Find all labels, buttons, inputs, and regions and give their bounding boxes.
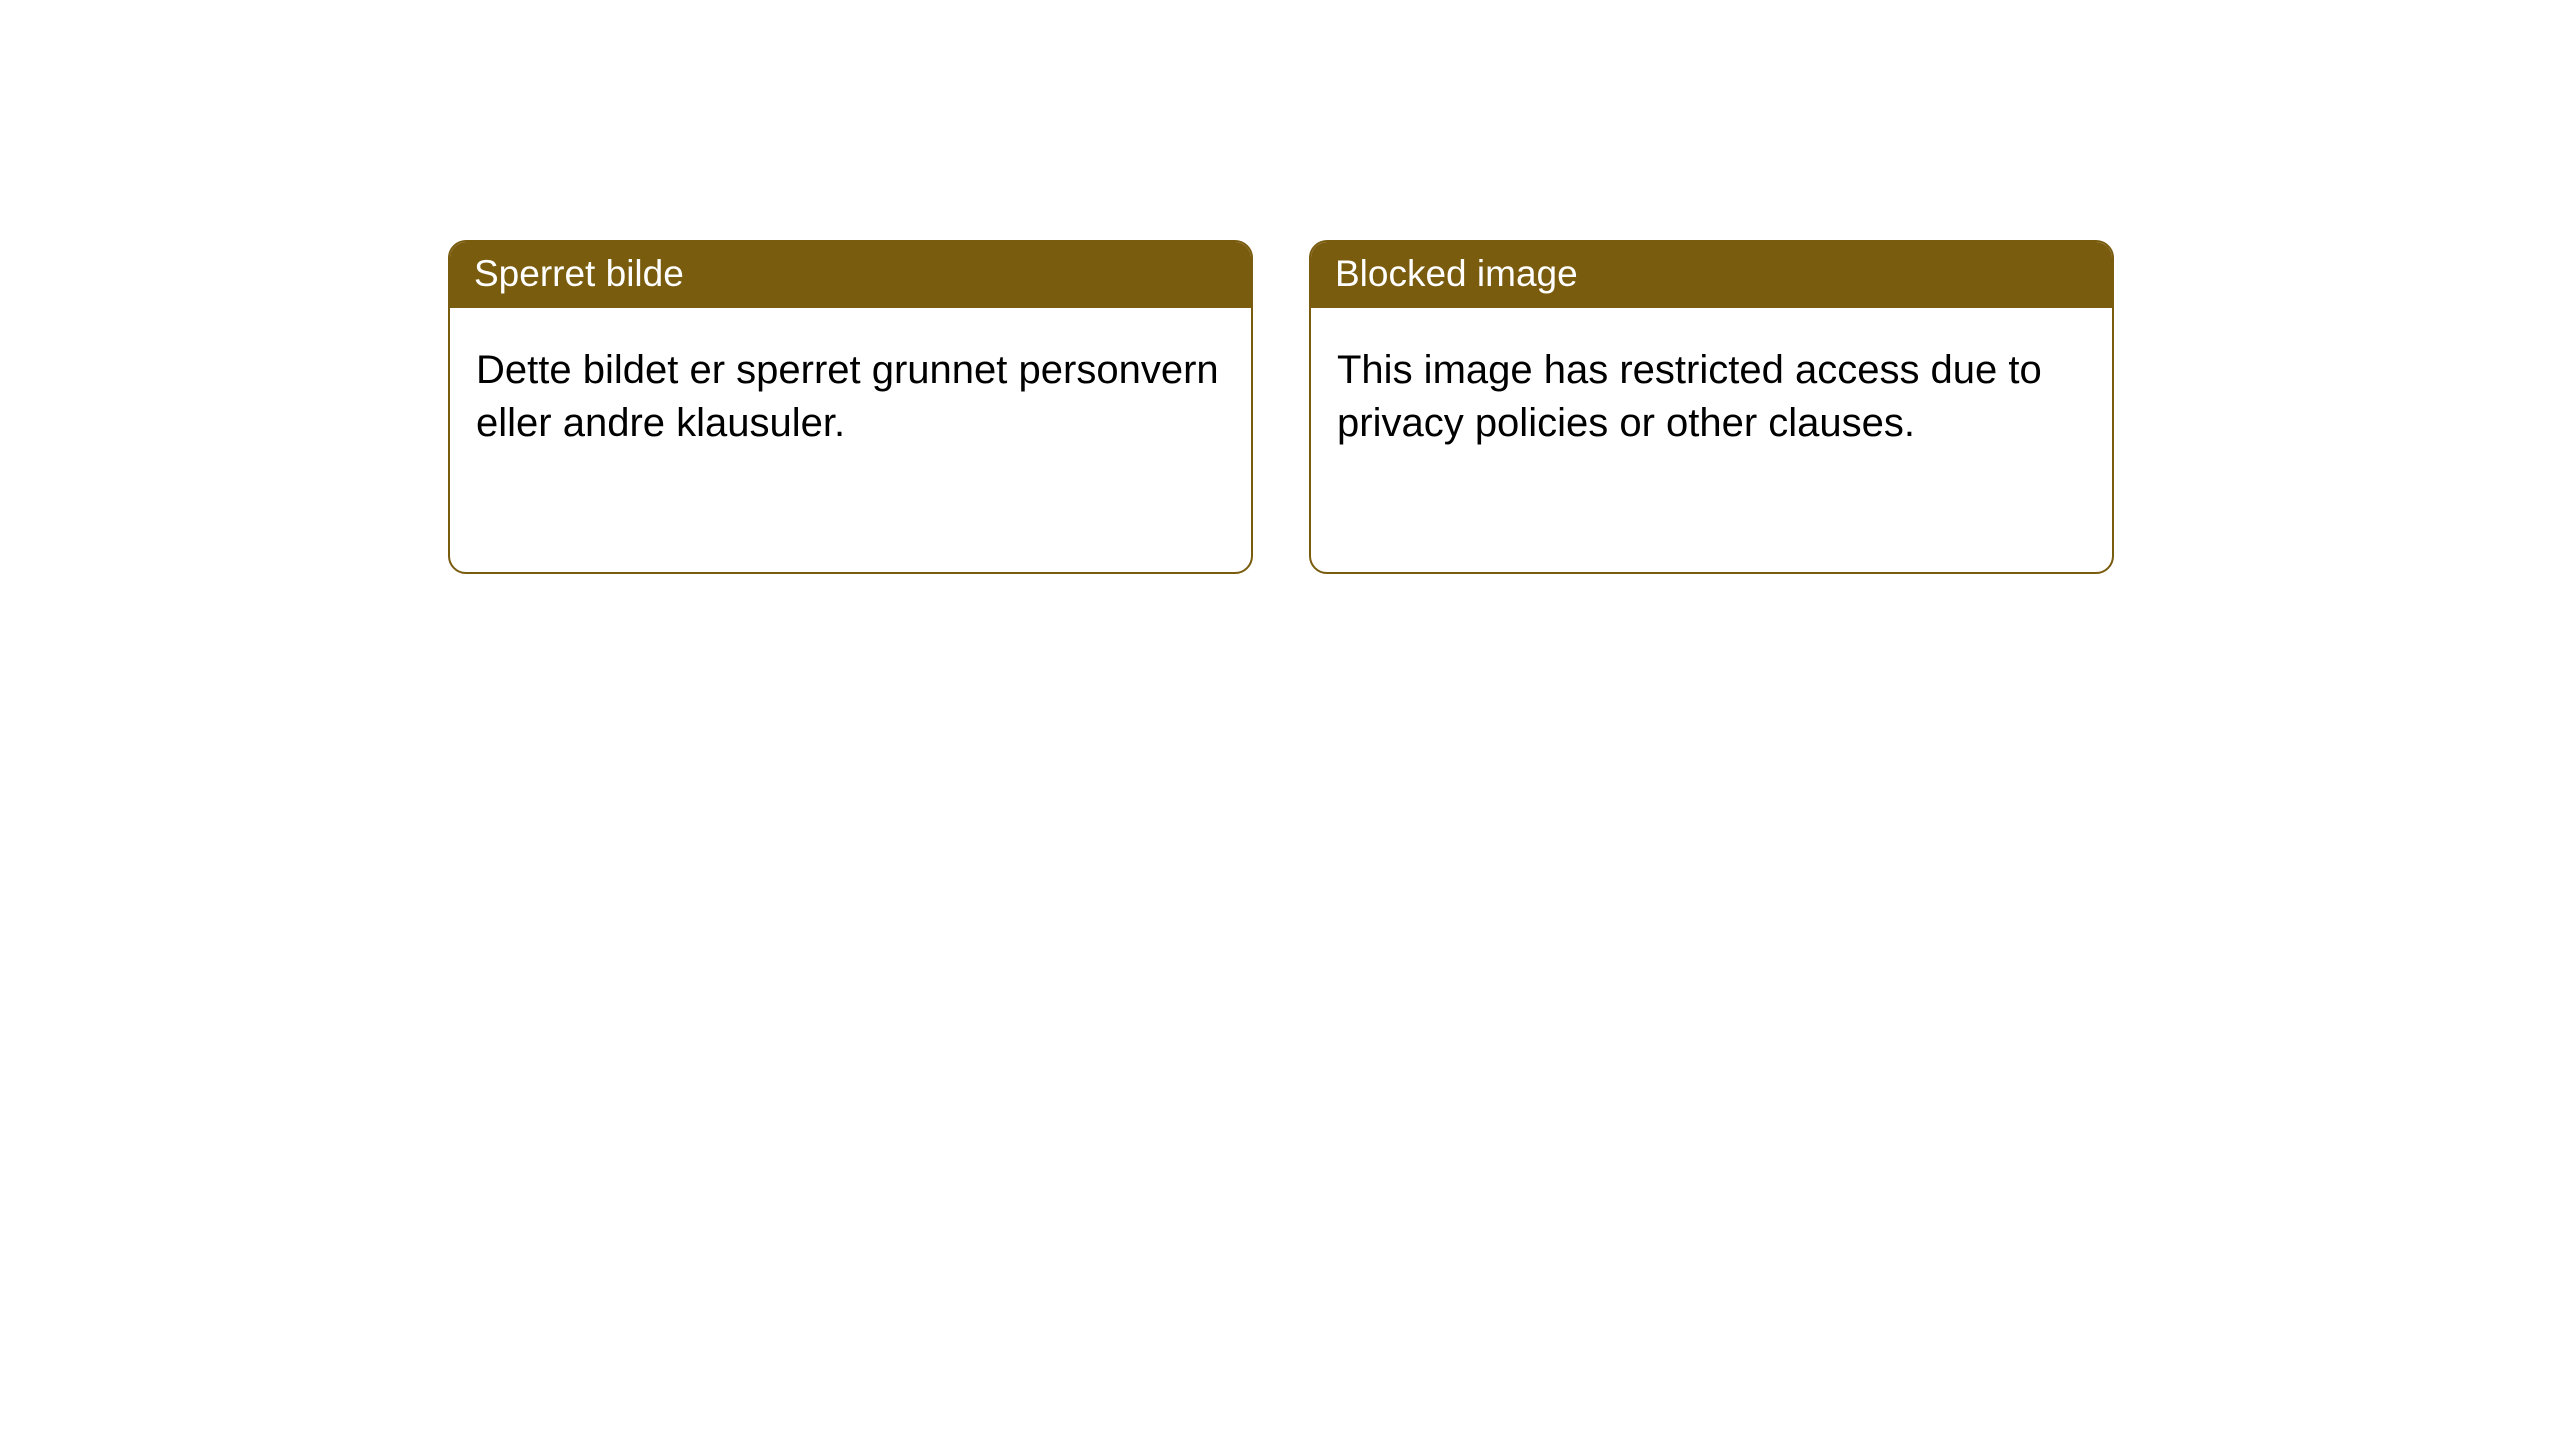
card-title-en: Blocked image — [1311, 242, 2112, 308]
card-title-no: Sperret bilde — [450, 242, 1251, 308]
card-body-en: This image has restricted access due to … — [1311, 308, 2112, 476]
card-body-no: Dette bildet er sperret grunnet personve… — [450, 308, 1251, 476]
notice-container: Sperret bilde Dette bildet er sperret gr… — [0, 0, 2560, 574]
blocked-image-card-en: Blocked image This image has restricted … — [1309, 240, 2114, 574]
blocked-image-card-no: Sperret bilde Dette bildet er sperret gr… — [448, 240, 1253, 574]
